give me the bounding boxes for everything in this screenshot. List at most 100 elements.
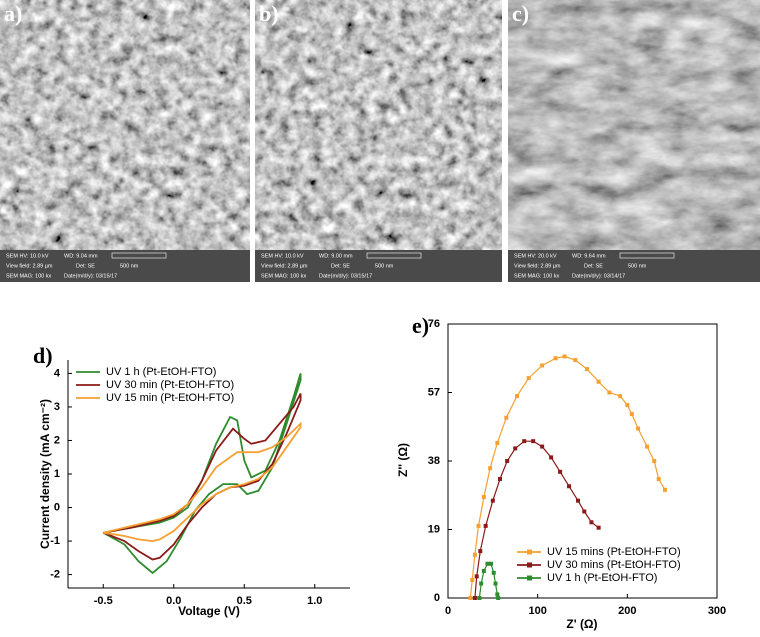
legend-label: UV 1 h (Pt-EtOH-FTO)	[547, 572, 657, 584]
sem-info: 500 nm	[628, 263, 647, 269]
legend-label: UV 15 min (Pt-EtOH-FTO)	[106, 392, 234, 404]
panel-label: c)	[512, 1, 529, 26]
sem-info: View field: 2.89 µm	[6, 263, 53, 269]
data-point	[472, 596, 477, 600]
data-point	[656, 477, 661, 482]
y-tick-label: 4	[54, 367, 61, 379]
sem-info: Det: SE	[584, 263, 603, 269]
data-point	[596, 525, 601, 530]
data-point	[495, 440, 500, 445]
data-point	[489, 561, 494, 566]
data-point	[618, 394, 623, 399]
data-point	[515, 394, 520, 399]
legend-marker	[527, 549, 532, 555]
legend-label: UV 30 mins (Pt-EtOH-FTO)	[547, 559, 681, 571]
sem-info: View field: 2.89 µm	[514, 263, 561, 269]
panel-label: b)	[259, 1, 279, 26]
y-tick-label: 76	[428, 318, 440, 330]
info-bar	[508, 250, 760, 282]
data-point	[479, 581, 484, 586]
y-tick-label: 57	[428, 386, 440, 398]
series-line	[102, 393, 302, 561]
y-tick-label: 0	[54, 501, 60, 513]
sem-info: Date(m/d/y): 03/15/17	[64, 273, 117, 279]
data-point	[562, 354, 567, 359]
y-tick-label: 0	[434, 592, 440, 604]
legend-label: UV 30 min (Pt-EtOH-FTO)	[106, 379, 234, 391]
y-axis-label: Z'' (Ω)	[396, 443, 410, 477]
data-point	[493, 581, 498, 586]
sem-info: Date(m/d/y): 03/15/17	[319, 273, 372, 279]
sem-info: WD: 9.64 mm	[572, 253, 606, 259]
data-point	[496, 596, 501, 600]
y-tick-label: 38	[428, 455, 440, 467]
x-tick-label: 1.0	[307, 595, 322, 607]
data-point	[472, 552, 477, 557]
legend-marker	[527, 562, 532, 568]
sem-info: 500 nm	[120, 263, 139, 269]
panel-label: a)	[4, 1, 22, 26]
data-point	[483, 523, 488, 528]
y-axis-label: Current density (mA cm⁻²)	[38, 399, 52, 549]
legend-marker	[527, 575, 532, 581]
y-tick-label: 1	[54, 468, 60, 480]
sem-info: 500 nm	[375, 263, 394, 269]
sem-info: Date(m/d/y): 03/14/17	[572, 273, 625, 279]
data-point	[474, 574, 479, 579]
data-point	[625, 403, 630, 408]
data-point	[596, 379, 601, 384]
data-point	[531, 439, 536, 444]
scale-bar	[366, 252, 422, 259]
sem-info: SEM HV: 10.0 kV	[6, 253, 49, 259]
data-point	[589, 520, 594, 525]
data-point	[468, 596, 473, 600]
data-point	[481, 495, 486, 500]
data-point	[607, 390, 612, 395]
data-point	[549, 455, 554, 460]
sem-image	[0, 0, 250, 250]
data-point	[490, 498, 495, 503]
sem-image	[508, 0, 760, 250]
legend-label: UV 1 h (Pt-EtOH-FTO)	[106, 366, 216, 378]
data-point	[652, 459, 657, 463]
x-tick-label: 100	[528, 605, 546, 617]
legend-label: UV 15 mins (Pt-EtOH-FTO)	[547, 546, 681, 558]
data-point	[629, 412, 634, 417]
x-tick-label: 0	[445, 605, 451, 617]
data-point	[645, 444, 650, 449]
y-tick-label: 2	[54, 434, 60, 446]
data-point	[567, 484, 572, 489]
data-point	[573, 358, 578, 363]
sem-info: WD: 9.04 mm	[64, 253, 98, 259]
sem-info: Det: SE	[331, 263, 350, 269]
data-point	[498, 477, 503, 482]
data-point	[495, 592, 500, 597]
data-point	[488, 466, 493, 471]
sem-image	[255, 0, 502, 250]
data-point	[540, 444, 545, 449]
sem-info: SEM MAG: 100 kx	[514, 273, 559, 279]
data-point	[470, 577, 475, 582]
data-point	[505, 459, 510, 463]
data-point	[478, 549, 483, 554]
data-point	[485, 561, 490, 566]
y-tick-label: 3	[54, 401, 60, 413]
scale-bar	[111, 252, 167, 259]
y-tick-label: -2	[50, 568, 60, 580]
data-point	[513, 446, 518, 451]
data-point	[636, 426, 641, 431]
data-point	[504, 415, 509, 420]
data-point	[481, 568, 486, 573]
panel-label: d)	[33, 343, 53, 368]
data-point	[526, 376, 531, 381]
series-line	[103, 421, 302, 543]
sem-info: View field: 2.89 µm	[261, 263, 308, 269]
data-point	[491, 570, 496, 575]
x-axis-label: Voltage (V)	[178, 604, 240, 618]
sem-info: Det: SE	[76, 263, 95, 269]
y-tick-label: -1	[50, 535, 60, 547]
y-tick-label: 19	[428, 523, 440, 535]
x-tick-label: -0.5	[94, 595, 113, 607]
data-point	[662, 487, 667, 492]
